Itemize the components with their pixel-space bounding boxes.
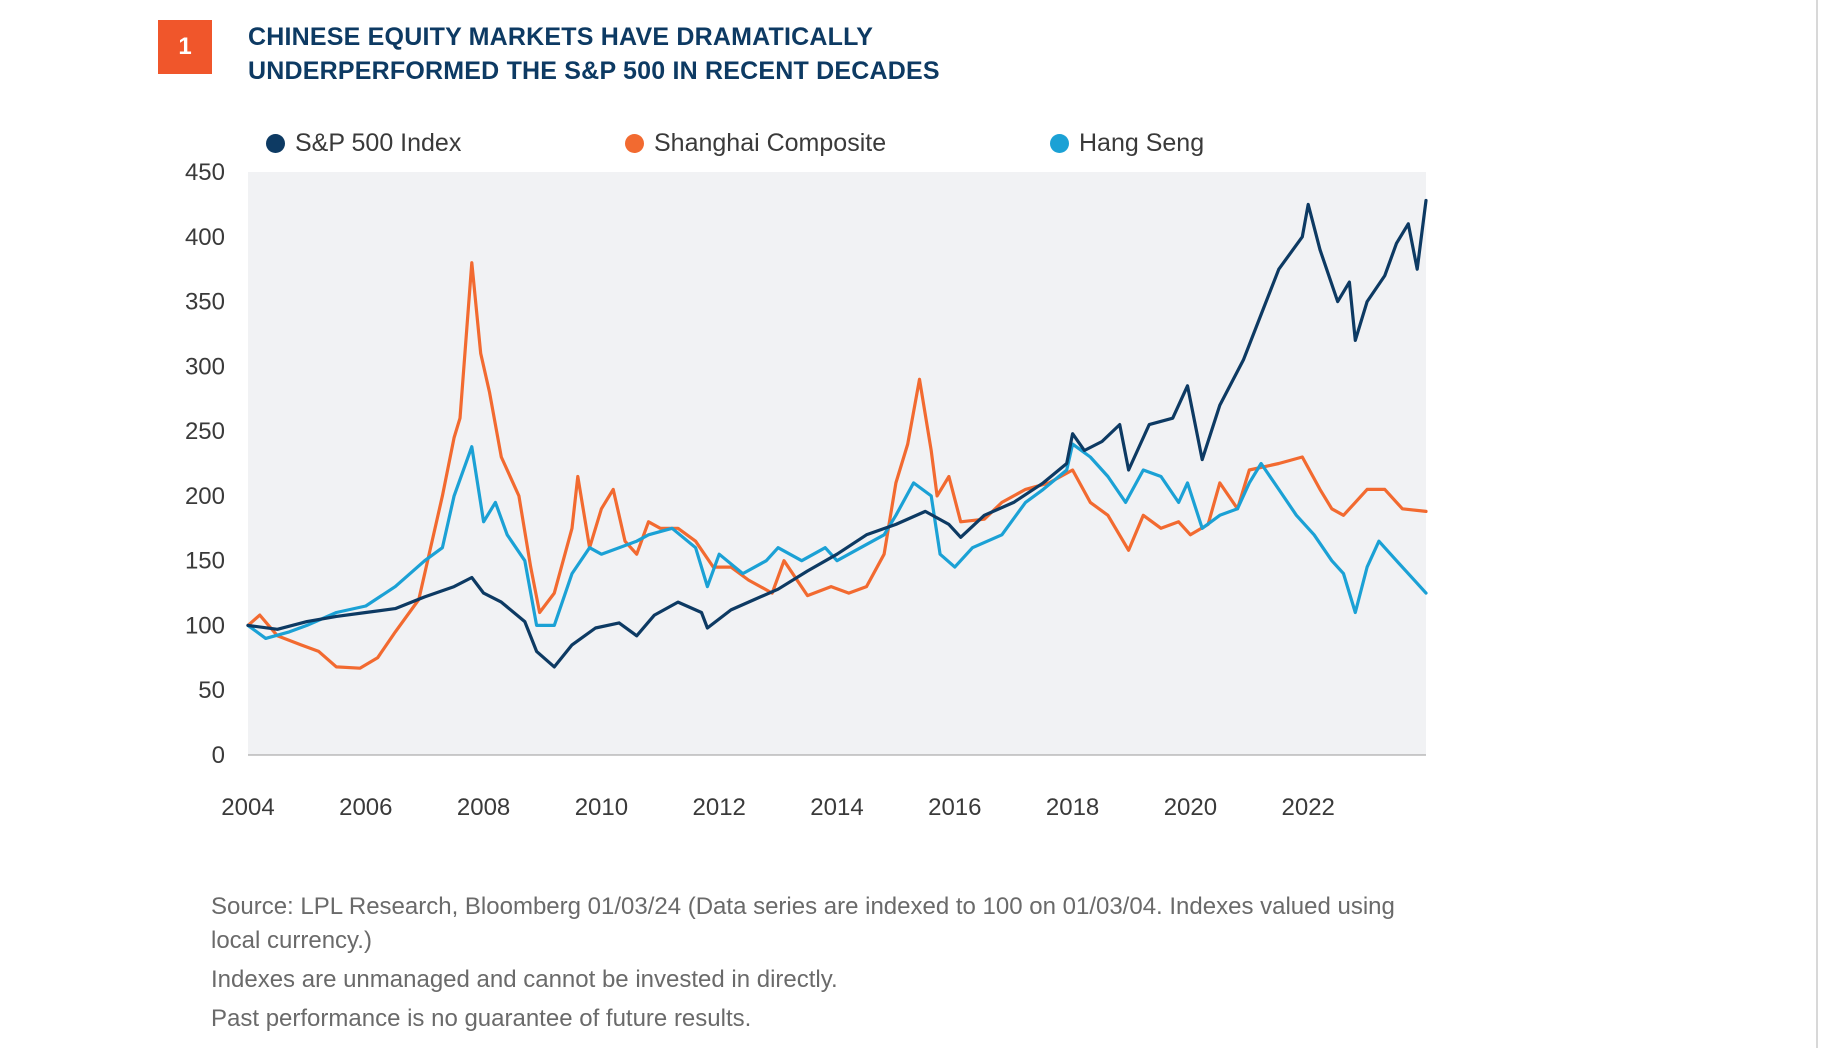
y-tick-label: 150 bbox=[185, 548, 225, 575]
chart-title-line1: CHINESE EQUITY MARKETS HAVE DRAMATICALLY bbox=[248, 23, 874, 51]
legend-swatch-sp500 bbox=[266, 133, 285, 153]
y-tick-label: 0 bbox=[212, 742, 225, 769]
right-edge-rule bbox=[1816, 0, 1818, 1048]
disclaimer-note-2: Past performance is no guarantee of futu… bbox=[211, 1005, 752, 1032]
x-tick-label: 2016 bbox=[928, 794, 981, 821]
legend-label-shanghai: Shanghai Composite bbox=[654, 128, 887, 157]
series-line-hangseng bbox=[246, 442, 1428, 640]
series-line-sp500 bbox=[246, 198, 1428, 669]
legend-label-hangseng: Hang Seng bbox=[1079, 128, 1205, 157]
y-tick-label: 300 bbox=[185, 353, 225, 380]
legend-swatch-shanghai bbox=[625, 133, 644, 153]
y-tick-label: 450 bbox=[185, 159, 225, 186]
y-tick-label: 400 bbox=[185, 224, 225, 251]
legend-swatch-hangseng bbox=[1050, 133, 1069, 153]
x-tick-label: 2014 bbox=[810, 794, 863, 821]
x-tick-label: 2022 bbox=[1282, 794, 1335, 821]
legend-item-hangseng: Hang Seng bbox=[1050, 126, 1204, 160]
y-tick-label: 200 bbox=[185, 483, 225, 510]
y-tick-label: 100 bbox=[185, 612, 225, 639]
plot-area bbox=[248, 172, 1426, 755]
y-tick-label: 50 bbox=[198, 677, 225, 704]
x-tick-label: 2010 bbox=[575, 794, 628, 821]
legend-item-sp500: S&P 500 Index bbox=[266, 126, 461, 160]
y-tick-label: 350 bbox=[185, 289, 225, 316]
x-tick-label: 2018 bbox=[1046, 794, 1099, 821]
x-tick-label: 2008 bbox=[457, 794, 510, 821]
legend-item-shanghai: Shanghai Composite bbox=[625, 126, 886, 160]
source-note: Source: LPL Research, Bloomberg 01/03/24… bbox=[211, 893, 1395, 954]
chart-footer: Source: LPL Research, Bloomberg 01/03/24… bbox=[211, 890, 1411, 1041]
x-tick-label: 2004 bbox=[221, 794, 274, 821]
y-tick-label: 250 bbox=[185, 418, 225, 445]
disclaimer-note-1: Indexes are unmanaged and cannot be inve… bbox=[211, 966, 838, 993]
x-tick-label: 2006 bbox=[339, 794, 392, 821]
x-tick-label: 2020 bbox=[1164, 794, 1217, 821]
chart-title: CHINESE EQUITY MARKETS HAVE DRAMATICALLY… bbox=[248, 20, 1008, 88]
x-tick-label: 2012 bbox=[693, 794, 746, 821]
legend-label-sp500: S&P 500 Index bbox=[295, 128, 462, 157]
chart-title-line2: UNDERPERFORMED THE S&P 500 IN RECENT DEC… bbox=[248, 57, 940, 85]
figure-number-badge: 1 bbox=[158, 20, 212, 74]
